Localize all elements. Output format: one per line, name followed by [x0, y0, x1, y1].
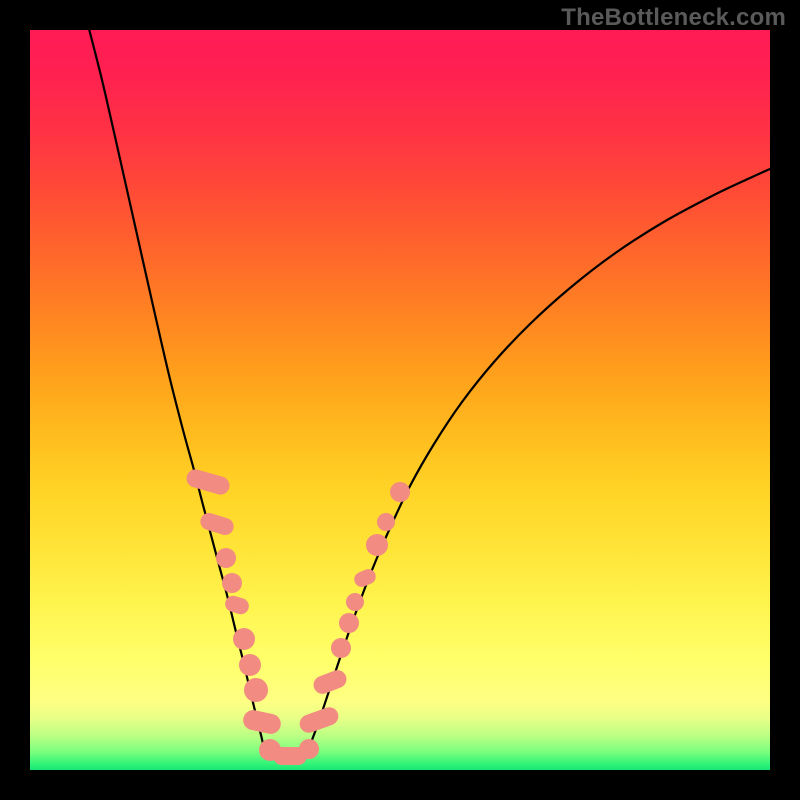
data-marker — [216, 548, 236, 568]
data-marker — [377, 513, 395, 531]
gradient-background — [30, 30, 770, 770]
data-marker — [331, 638, 351, 658]
data-marker — [239, 654, 261, 676]
data-marker — [390, 482, 410, 502]
data-marker — [233, 628, 255, 650]
data-marker — [222, 573, 242, 593]
outer-frame: TheBottleneck.com — [0, 0, 800, 800]
data-marker — [299, 739, 319, 759]
data-marker — [244, 678, 268, 702]
data-marker — [366, 534, 388, 556]
data-marker — [346, 593, 364, 611]
plot-area — [30, 30, 770, 770]
chart-svg — [30, 30, 770, 770]
watermark-text: TheBottleneck.com — [561, 4, 786, 32]
data-marker — [339, 613, 359, 633]
